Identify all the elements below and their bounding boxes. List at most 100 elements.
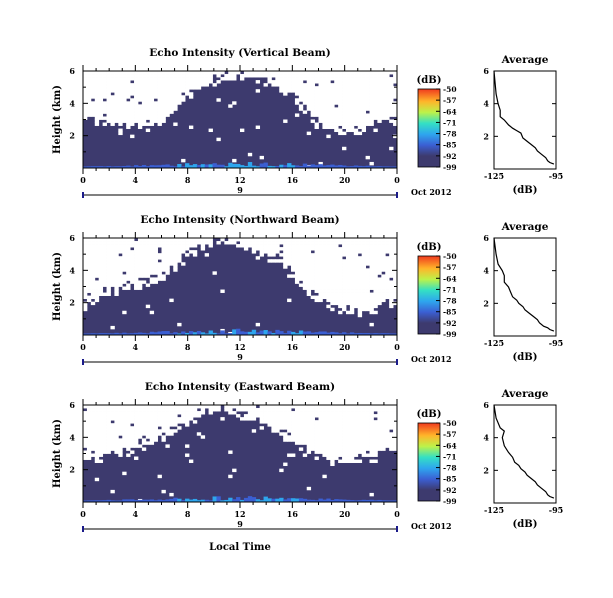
clear-air-cell	[86, 268, 92, 272]
clear-air-cell	[83, 247, 88, 251]
clear-air-cell	[345, 116, 351, 120]
clear-air-cell	[361, 71, 367, 75]
clear-air-cell	[161, 241, 166, 245]
clear-air-cell	[83, 283, 88, 287]
clear-air-cell	[283, 241, 288, 245]
clear-air-cell	[169, 92, 174, 96]
clear-air-cell	[314, 113, 319, 117]
clear-air-cell	[157, 238, 162, 242]
clear-air-cell	[86, 280, 92, 284]
clear-air-cell	[306, 83, 312, 87]
clear-air-cell	[314, 405, 319, 409]
clear-air-cell	[106, 292, 111, 296]
clear-air-cell	[302, 411, 308, 415]
clear-air-cell	[322, 289, 327, 293]
clear-air-cell	[365, 271, 370, 275]
clear-air-cell	[345, 426, 351, 430]
clear-air-cell	[393, 77, 398, 81]
clear-air-cell	[349, 295, 355, 300]
clear-air-cell	[294, 274, 300, 278]
clear-air-cell	[373, 95, 378, 99]
clear-air-cell	[306, 256, 312, 260]
clear-air-cell	[342, 262, 347, 266]
clear-air-cell	[338, 92, 343, 96]
clear-air-cell	[373, 450, 378, 454]
clear-air-cell	[145, 122, 151, 126]
ground-echo-cell	[224, 333, 229, 335]
clear-air-cell	[149, 247, 155, 251]
clear-air-cell	[255, 244, 261, 248]
clear-air-cell	[114, 247, 119, 251]
clear-air-cell	[310, 104, 315, 108]
clear-air-cell	[294, 420, 300, 424]
clear-air-cell	[373, 289, 378, 293]
clear-air-cell	[314, 247, 319, 251]
clear-air-cell	[90, 244, 96, 248]
clear-air-cell	[322, 277, 327, 281]
clear-air-cell	[83, 420, 88, 424]
clear-air-cell	[259, 241, 264, 245]
ground-echo-cell	[279, 497, 284, 502]
clear-air-cell	[94, 477, 100, 482]
clear-air-cell	[106, 405, 111, 409]
clear-air-cell	[192, 411, 198, 415]
clear-air-cell	[114, 259, 119, 263]
clear-air-cell	[90, 286, 96, 290]
clear-air-cell	[137, 98, 143, 102]
clear-air-cell	[393, 256, 398, 260]
clear-air-cell	[306, 241, 312, 245]
clear-air-cell	[173, 250, 178, 254]
clear-air-cell	[302, 244, 308, 248]
ground-echo-cell	[114, 332, 119, 335]
clear-air-cell	[314, 101, 319, 105]
clear-air-cell	[98, 244, 104, 248]
clear-air-cell	[393, 429, 398, 433]
clear-air-cell	[353, 420, 359, 424]
clear-air-cell	[122, 420, 127, 424]
clear-air-cell	[385, 104, 390, 108]
clear-air-cell	[377, 119, 382, 123]
clear-air-cell	[157, 253, 162, 257]
clear-air-cell	[86, 277, 92, 281]
clear-air-cell	[361, 426, 367, 430]
clear-air-cell	[283, 417, 288, 421]
clear-air-cell	[373, 71, 378, 75]
clear-air-cell	[377, 92, 382, 96]
clear-air-cell	[314, 244, 319, 248]
clear-air-cell	[279, 71, 284, 75]
clear-air-cell	[247, 408, 253, 412]
clear-air-cell	[294, 405, 300, 409]
ground-echo-cell	[212, 163, 217, 168]
clear-air-cell	[361, 80, 367, 84]
clear-air-cell	[342, 77, 347, 81]
clear-air-cell	[361, 128, 367, 133]
clear-air-cell	[334, 95, 339, 99]
clear-air-cell	[271, 423, 276, 427]
clear-air-cell	[365, 283, 370, 287]
clear-air-cell	[137, 426, 143, 430]
clear-air-cell	[279, 405, 284, 409]
clear-air-cell	[338, 110, 343, 114]
clear-air-cell	[361, 441, 367, 445]
clear-air-cell	[247, 152, 253, 157]
clear-air-cell	[90, 107, 96, 111]
clear-air-cell	[279, 80, 284, 84]
clear-air-cell	[326, 256, 331, 260]
clear-air-cell	[188, 125, 194, 129]
clear-air-cell	[114, 80, 119, 84]
clear-air-cell	[369, 304, 374, 309]
clear-air-cell	[298, 259, 304, 263]
clear-air-cell	[287, 405, 292, 409]
clear-air-cell	[102, 83, 107, 87]
ground-echo-cell	[141, 164, 147, 168]
clear-air-cell	[369, 119, 374, 123]
clear-air-cell	[165, 107, 170, 111]
clear-air-cell	[377, 110, 382, 114]
clear-air-cell	[94, 247, 100, 251]
clear-air-cell	[94, 456, 100, 460]
clear-air-cell	[271, 80, 276, 84]
clear-air-cell	[318, 247, 323, 251]
clear-air-cell	[149, 122, 155, 126]
clear-air-cell	[90, 414, 96, 418]
clear-air-cell	[381, 277, 386, 281]
